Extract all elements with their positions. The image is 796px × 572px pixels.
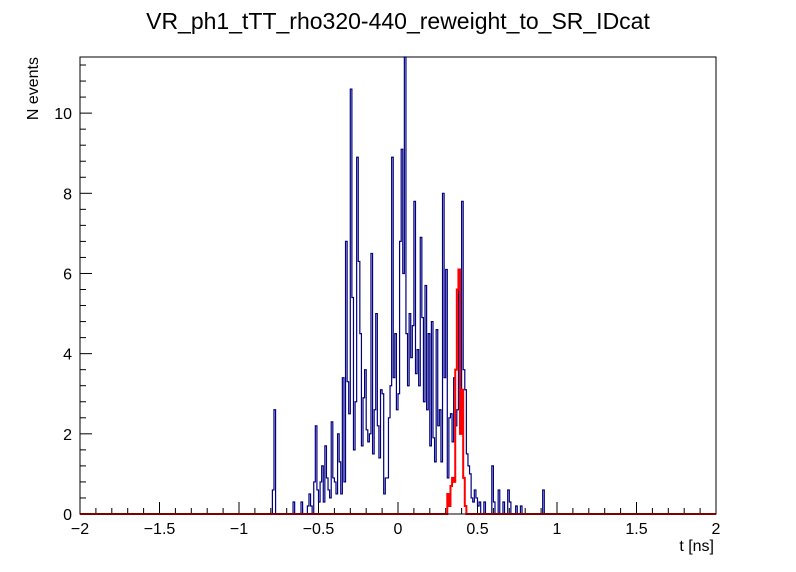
y-tick-label: 10: [54, 106, 72, 123]
y-axis-label: N events: [25, 57, 42, 120]
x-tick-label: 0.5: [466, 521, 488, 538]
x-tick-label: 1.5: [625, 521, 647, 538]
x-tick-label: −1: [230, 521, 248, 538]
x-tick-label: −2: [71, 521, 89, 538]
y-tick-label: 2: [63, 427, 72, 444]
y-tick-label: 4: [63, 347, 72, 364]
x-tick-label: 1: [553, 521, 562, 538]
x-tick-label: 0: [394, 521, 403, 538]
y-axis-ticks: 0 2 4 6 8 10: [54, 64, 92, 524]
y-tick-label: 6: [63, 266, 72, 283]
y-tick-label: 0: [63, 507, 72, 524]
chart-title: VR_ph1_tTT_rho320-440_reweight_to_SR_IDc…: [146, 8, 650, 34]
x-tick-label: −1.5: [144, 521, 176, 538]
x-axis-label: t [ns]: [679, 538, 714, 555]
x-tick-label: 2: [712, 521, 721, 538]
y-tick-label: 8: [63, 186, 72, 203]
x-tick-label: −0.5: [303, 521, 335, 538]
